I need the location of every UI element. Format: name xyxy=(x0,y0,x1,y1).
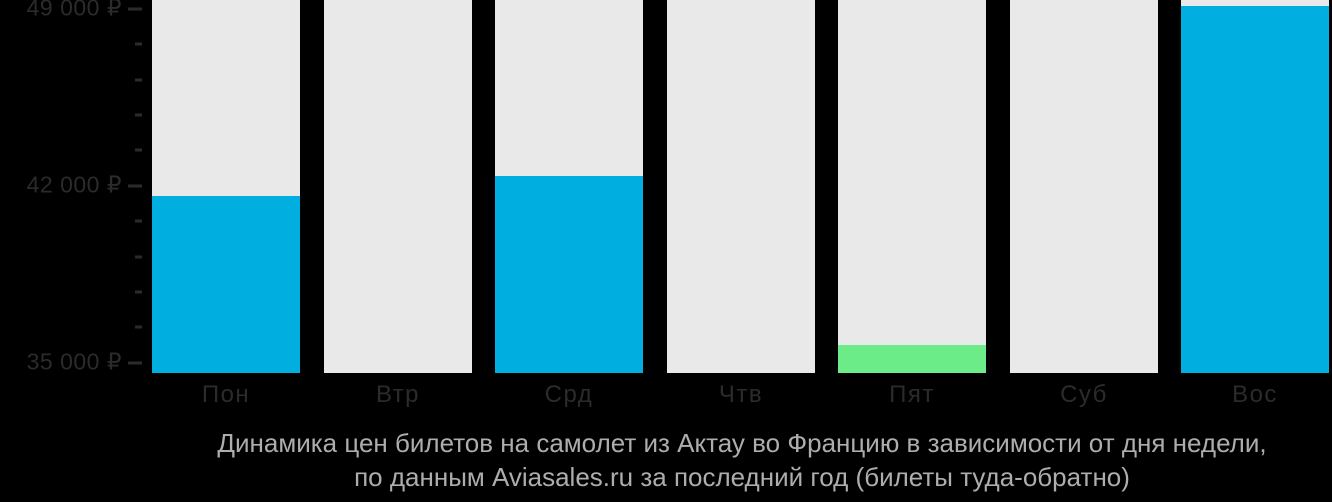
y-minor-tick xyxy=(135,219,142,223)
y-minor-tick xyxy=(135,290,142,294)
y-minor-tick xyxy=(135,113,142,117)
x-tick-label: Пон xyxy=(201,381,251,408)
background-bar xyxy=(838,0,986,373)
x-tick-label: Срд xyxy=(544,381,594,408)
caption-line-1: Динамика цен билетов на самолет из Актау… xyxy=(217,428,1267,458)
x-tick-label: Чтв xyxy=(718,381,764,408)
y-minor-tick xyxy=(135,325,142,329)
y-minor-tick xyxy=(135,148,142,152)
y-tick-label: 49 000 ₽ xyxy=(26,0,122,21)
x-tick-label: Втр xyxy=(375,381,421,408)
y-minor-tick xyxy=(135,42,142,46)
chart-caption: Динамика цен билетов на самолет из Актау… xyxy=(152,426,1332,494)
x-tick-label: Суб xyxy=(1060,381,1108,408)
y-minor-tick xyxy=(135,255,142,259)
y-minor-tick xyxy=(135,78,142,82)
caption-line-2: по данным Aviasales.ru за последний год … xyxy=(354,462,1130,492)
background-bar xyxy=(667,0,815,373)
y-tick-label: 42 000 ₽ xyxy=(26,171,122,198)
price-bar xyxy=(1181,6,1329,373)
best-price-bar xyxy=(838,345,986,373)
y-tick-label: 35 000 ₽ xyxy=(26,348,122,375)
price-bar xyxy=(495,176,643,373)
y-major-tick xyxy=(128,184,142,188)
y-major-tick xyxy=(128,7,142,11)
y-major-tick xyxy=(128,361,142,365)
background-bar xyxy=(324,0,472,373)
x-tick-label: Пят xyxy=(889,381,935,408)
price-bar xyxy=(152,196,300,373)
x-tick-label: Вос xyxy=(1232,381,1278,408)
background-bar xyxy=(1010,0,1158,373)
